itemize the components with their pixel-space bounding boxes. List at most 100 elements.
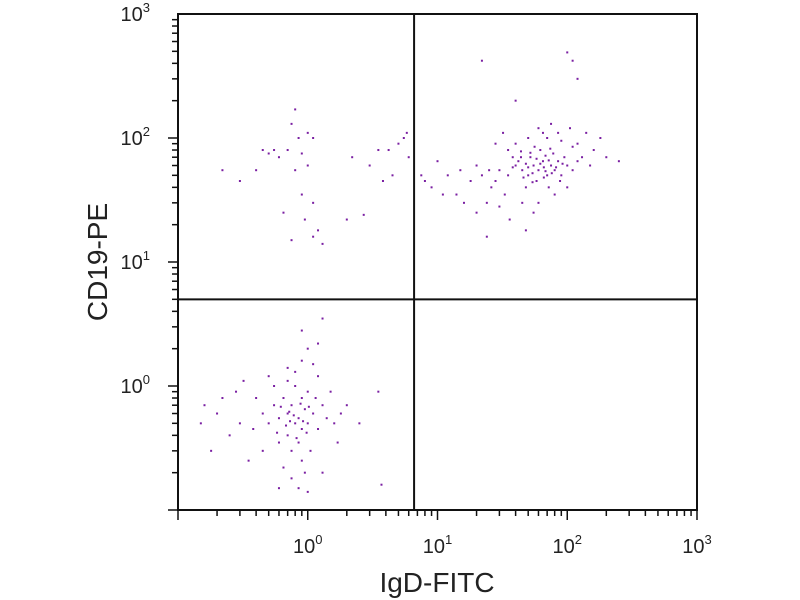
event-dot [511, 156, 514, 159]
event-dot [321, 242, 324, 245]
event-dot [290, 122, 293, 125]
event-dot [539, 149, 542, 152]
event-dot [531, 181, 534, 184]
event-dot [522, 176, 525, 179]
event-dot [542, 166, 545, 169]
event-dot [351, 156, 354, 159]
event-dot [299, 402, 302, 405]
event-dot [547, 159, 550, 162]
event-dot [503, 193, 506, 196]
event-dot [297, 137, 300, 139]
y-tick-label: 102 [121, 124, 150, 150]
event-dot [576, 160, 579, 163]
event-dot [533, 145, 536, 148]
event-dot [282, 466, 285, 469]
event-dot [297, 441, 300, 444]
event-dot [309, 449, 312, 452]
event-dot [252, 428, 255, 431]
event-dot [314, 397, 317, 400]
event-dot [294, 422, 297, 425]
event-dot [235, 390, 238, 393]
event-dot [300, 329, 303, 332]
event-dot [511, 166, 514, 169]
event-dot [321, 317, 324, 320]
event-dot [294, 108, 297, 111]
event-dot [557, 160, 560, 163]
event-dot [300, 428, 303, 431]
event-dot [502, 131, 505, 134]
event-dot [261, 149, 264, 152]
event-dot [571, 145, 574, 148]
event-dot [294, 169, 297, 172]
event-dot [552, 152, 555, 155]
event-dot [542, 176, 545, 179]
event-dot [312, 235, 315, 238]
x-tick-label: 101 [423, 532, 452, 558]
event-dot [312, 137, 315, 139]
event-dot [519, 150, 522, 153]
event-dot [312, 201, 315, 204]
event-dot [455, 193, 458, 196]
x-tick-label: 103 [682, 532, 711, 558]
event-dot [475, 211, 478, 214]
event-dot [563, 156, 566, 159]
event-dot [585, 131, 588, 134]
event-dot [238, 180, 241, 183]
event-dot [325, 417, 328, 420]
event-dot [555, 166, 558, 169]
event-dot [402, 137, 405, 139]
event-dot [589, 164, 592, 167]
event-dot [532, 164, 535, 167]
event-dot [498, 169, 501, 172]
event-dot [527, 166, 530, 169]
event-dot [521, 169, 524, 172]
event-dot [300, 397, 303, 400]
event-dot [203, 404, 206, 407]
event-dot [490, 186, 493, 189]
event-dot [544, 170, 547, 173]
event-dot [267, 422, 270, 425]
event-dot [459, 169, 462, 172]
event-dot [294, 385, 297, 387]
event-dot [336, 441, 339, 444]
event-dot [462, 201, 465, 204]
event-dot [521, 201, 524, 204]
event-dot [469, 180, 472, 183]
event-dot [290, 449, 293, 452]
event-dot [321, 404, 324, 407]
event-dot [273, 404, 276, 407]
event-dot [494, 142, 497, 145]
x-axis-tick-labels: 100 101 102 103 [293, 532, 712, 558]
event-dot [255, 397, 258, 400]
x-axis-ticks [177, 510, 698, 520]
y-tick-label: 100 [121, 372, 150, 398]
event-dot [514, 142, 517, 145]
event-dot [333, 422, 336, 425]
event-dot [485, 201, 488, 204]
event-dot [297, 417, 300, 420]
event-dot [544, 154, 547, 157]
event-dot [430, 186, 433, 189]
event-dot [261, 449, 264, 452]
event-dot [617, 160, 620, 163]
event-dot [267, 375, 270, 378]
event-dot [306, 390, 309, 393]
event-dot [210, 449, 213, 452]
event-dot [535, 157, 538, 160]
event-dot [306, 131, 309, 134]
event-dot [514, 99, 517, 102]
x-tick-label: 100 [293, 532, 322, 558]
event-dot [273, 385, 276, 387]
event-dot [507, 149, 510, 152]
event-dot [405, 131, 408, 134]
event-dot [300, 152, 303, 155]
event-dot [560, 174, 563, 177]
event-dot [294, 370, 297, 373]
x-axis-title: IgD-FITC [379, 567, 494, 598]
event-dot [508, 218, 511, 221]
event-dot [306, 347, 309, 350]
event-dot [329, 390, 332, 393]
event-dot [539, 162, 542, 165]
event-dot [546, 137, 549, 139]
event-dot [286, 379, 289, 382]
